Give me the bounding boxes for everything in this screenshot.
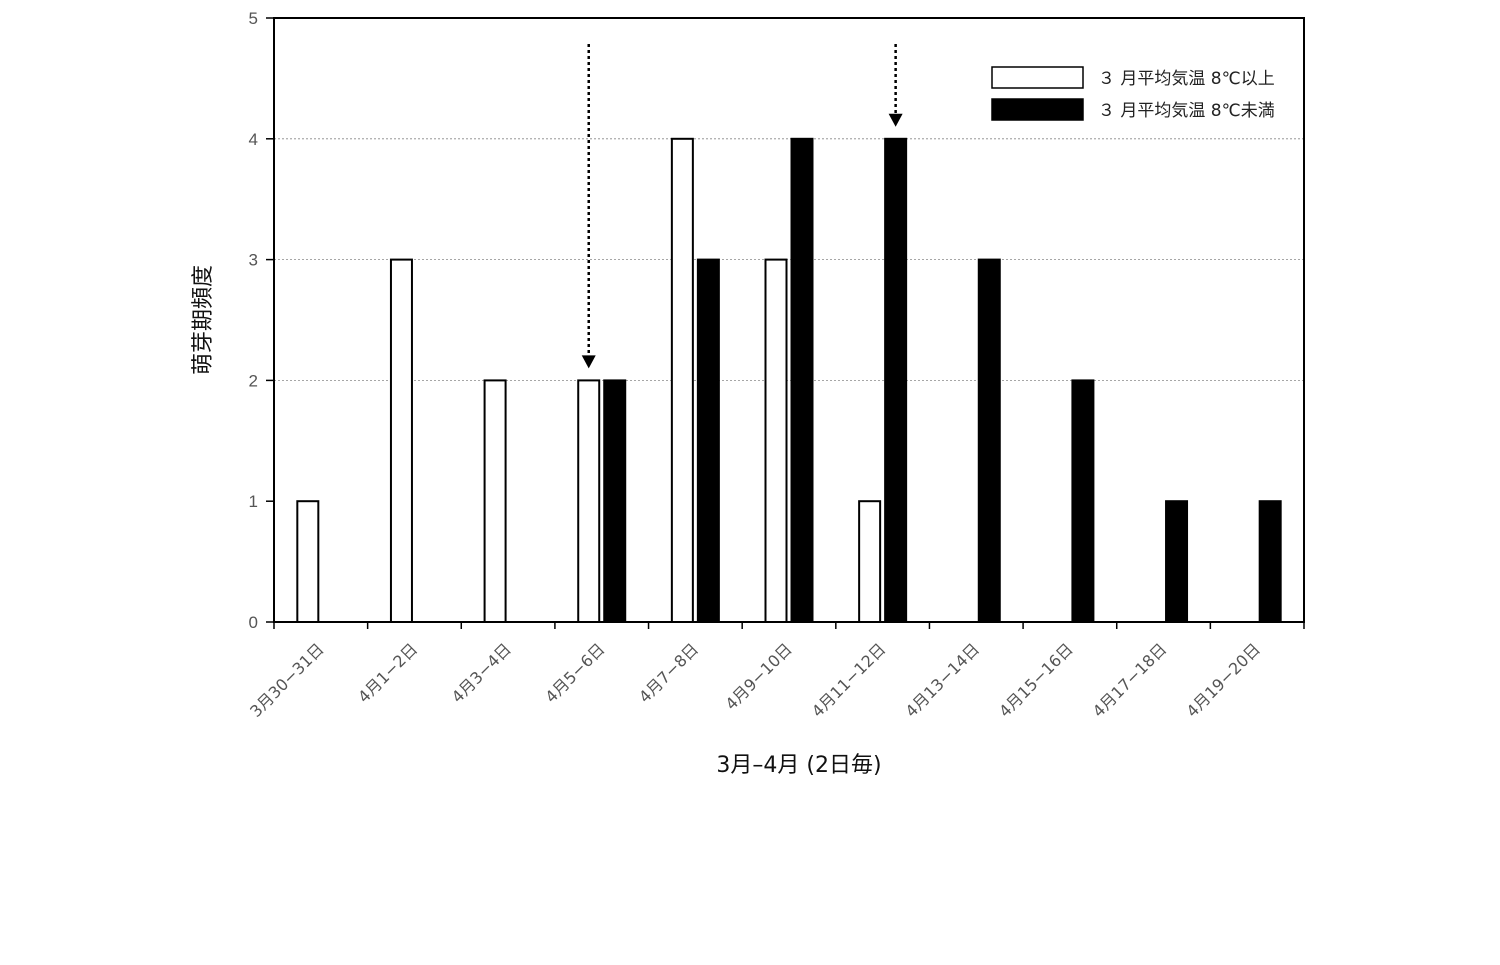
bar-above-8c (577, 379, 601, 623)
x-tick-label: 3月30−31日 (246, 639, 328, 721)
bar-above-8c (670, 137, 694, 624)
y-tick-label: 0 (249, 613, 258, 632)
x-tick-label: 4月13−14日 (902, 639, 984, 721)
y-axis-ticks: 0 1 2 3 4 5 (249, 9, 274, 632)
y-tick-label: 1 (249, 492, 258, 511)
gridlines (274, 138, 1304, 381)
annotations (581, 44, 903, 369)
bar-below-8c (977, 258, 1001, 623)
y-tick-label: 5 (249, 9, 258, 28)
bar-below-8c (1165, 500, 1189, 624)
bar-below-8c (603, 379, 627, 623)
x-axis-title: 3月–4月 (2日毎) (716, 753, 881, 778)
y-tick-label: 2 (249, 371, 258, 390)
axes (273, 17, 1305, 623)
x-tick-label: 4月19−20日 (1182, 639, 1264, 721)
x-tick-label: 4月1−2日 (354, 639, 421, 706)
plot-frame (273, 17, 1305, 623)
bar-above-8c (764, 258, 788, 623)
x-tick-label: 4月5−6日 (541, 639, 608, 706)
y-axis-title: 萌芽期頻度 (191, 265, 216, 375)
x-tick-label: 4月11−12日 (808, 639, 890, 721)
x-tick-label: 4月3−4日 (448, 639, 515, 706)
x-tick-label: 4月7−8日 (635, 639, 702, 706)
bar-above-8c (858, 500, 882, 624)
y-tick-label: 4 (249, 130, 258, 149)
bar-below-8c (790, 137, 814, 624)
x-tick-label: 4月15−16日 (995, 639, 1077, 721)
bar-below-8c (696, 258, 720, 623)
arrow-head (581, 355, 596, 369)
bar-above-8c (483, 379, 507, 623)
bars (296, 137, 1282, 624)
bar-below-8c (1071, 379, 1095, 623)
x-tick-label: 4月17−18日 (1089, 639, 1171, 721)
bar-below-8c (884, 137, 908, 624)
bar-above-8c (296, 500, 320, 624)
y-tick-label: 3 (249, 251, 258, 270)
legend-swatch-above-8c (991, 66, 1084, 89)
legend: ３ 月平均気温 8℃以上 ３ 月平均気温 8℃未満 (991, 66, 1275, 121)
x-axis-ticks: 3月30−31日 4月1−2日 4月3−4日 4月5−6日 4月7−8日 4月9−10日 4… (246, 622, 1305, 721)
legend-label: ３ 月平均気温 8℃以上 (1098, 69, 1275, 89)
bar-below-8c (1258, 500, 1282, 624)
x-tick-label: 4月9−10日 (721, 639, 795, 713)
legend-label: ３ 月平均気温 8℃未満 (1098, 101, 1275, 121)
bar-above-8c (389, 258, 413, 623)
arrow-head (888, 113, 903, 127)
legend-swatch-below-8c (991, 98, 1084, 121)
